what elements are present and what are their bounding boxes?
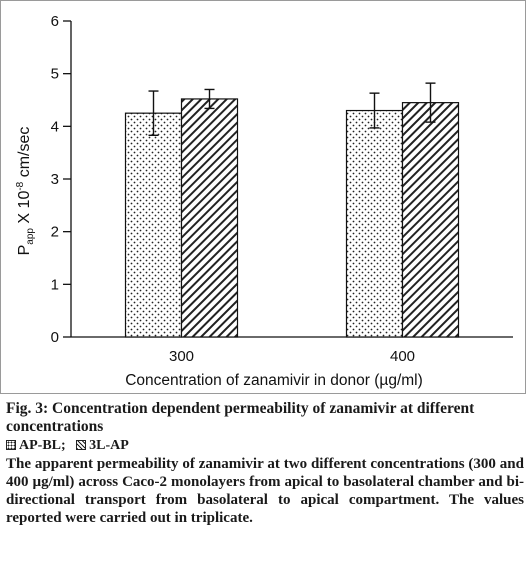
hatch-swatch-icon	[76, 440, 87, 450]
x-tick-label: 400	[390, 348, 415, 365]
legend: AP-BL; 3L-AP	[6, 437, 524, 454]
dots-swatch-icon	[6, 440, 16, 450]
x-axis-label: Concentration of zanamivir in donor (µg/…	[125, 372, 423, 389]
y-tick-label: 4	[51, 118, 59, 135]
figure-title: Fig. 3: Concentration dependent permeabi…	[6, 400, 475, 435]
y-tick-label: 2	[51, 224, 59, 241]
caption-body: The apparent permeability of zanamivir a…	[6, 456, 524, 526]
y-tick-label: 1	[51, 276, 59, 293]
legend-bl-ap: 3L-AP	[89, 438, 129, 453]
y-tick-label: 0	[51, 329, 59, 346]
legend-ap-bl: AP-BL;	[19, 438, 66, 453]
y-axis-label: Papp X 10-8 cm/sec	[15, 127, 36, 256]
bar-ap-bl	[345, 109, 404, 338]
bar-ap-bl	[124, 112, 183, 338]
y-tick-label: 6	[51, 13, 59, 30]
x-tick-label: 300	[169, 348, 194, 365]
figure-caption: Fig. 3: Concentration dependent permeabi…	[6, 400, 524, 527]
y-tick-label: 5	[51, 66, 59, 83]
x-axis: 300 400	[71, 336, 513, 365]
figure-frame: 0 1 2 3 4 5 6 300 400 Papp X 10-8 cm/sec Concen…	[0, 0, 526, 394]
bar-bl-ap	[401, 102, 460, 338]
y-tick-label: 3	[51, 171, 59, 188]
bar-chart: 0 1 2 3 4 5 6 300 400 Papp X 10-8 cm/sec Concen…	[15, 13, 513, 389]
y-axis: 0 1 2 3 4 5 6	[51, 13, 72, 346]
bars	[124, 82, 460, 338]
bar-bl-ap	[180, 98, 239, 338]
